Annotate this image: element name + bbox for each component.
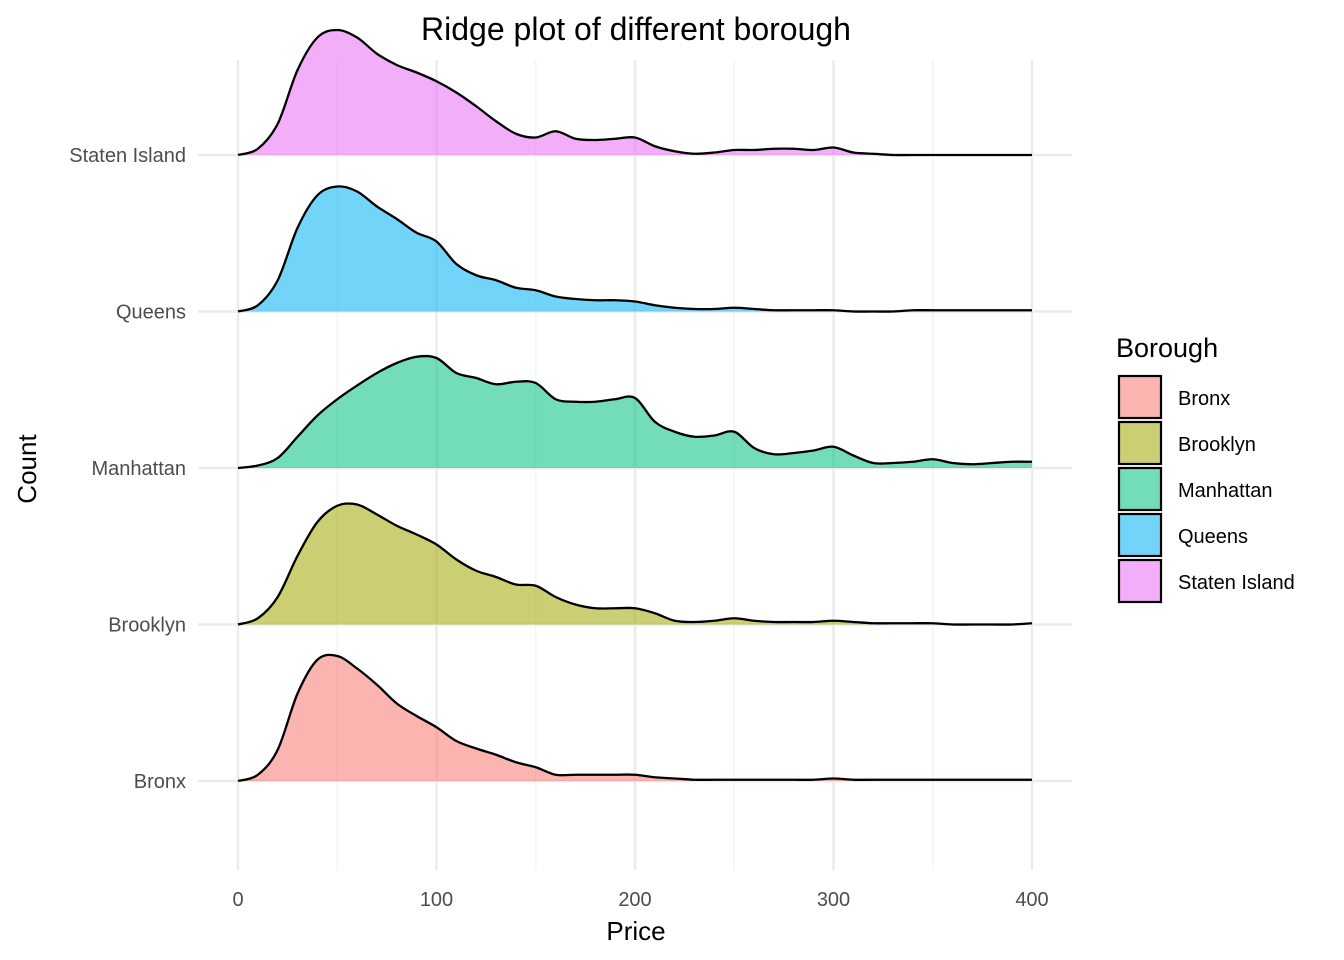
ridge-line [237,185,1032,313]
y-tick-label: Manhattan [91,458,186,480]
legend-swatch [1117,420,1163,466]
ridge-area [238,186,1032,312]
ridges [237,28,1033,783]
ridge-area [238,30,1032,156]
y-tick-labels: Bronx Brooklyn Manhattan Queens Staten Islan… [69,145,186,793]
ridge-manhattan [237,354,1033,470]
ridge-area [238,503,1032,625]
ridge-line [237,28,1032,157]
ridge-line [237,653,1032,783]
y-tick-label: Staten Island [69,145,186,167]
y-axis-title: Count [12,434,42,504]
ridge-brooklyn [237,502,1033,626]
legend-label: Brooklyn [1178,434,1256,456]
legend-item: Staten Island [1117,558,1295,604]
y-tick-label: Bronx [134,771,186,793]
x-tick-label: 300 [817,889,850,911]
legend: Borough Bronx Brooklyn Manhattan Queens Stat… [1116,333,1295,604]
y-tick-label: Brooklyn [108,615,186,637]
ridge-staten-island [237,28,1032,157]
ridge-bronx [237,653,1032,783]
chart-title: Ridge plot of different borough [421,11,851,47]
ridge-queens [237,185,1032,313]
ridge-line [237,502,1033,626]
legend-items: Bronx Brooklyn Manhattan Queens Staten Islan… [1117,374,1295,604]
x-tick-label: 100 [420,889,453,911]
legend-swatch [1117,512,1163,558]
legend-label: Manhattan [1178,480,1273,502]
y-tick-label: Queens [116,302,186,324]
legend-item: Queens [1117,512,1248,558]
legend-item: Brooklyn [1117,420,1256,466]
legend-swatch [1117,374,1163,420]
legend-item: Bronx [1117,374,1230,420]
x-tick-label: 400 [1015,889,1048,911]
legend-title: Borough [1116,333,1218,363]
legend-swatch [1117,558,1163,604]
x-tick-label: 200 [618,889,651,911]
legend-label: Staten Island [1178,572,1295,594]
legend-item: Manhattan [1117,466,1273,512]
legend-label: Bronx [1178,388,1230,410]
x-axis-title: Price [606,916,665,946]
legend-label: Queens [1178,526,1248,548]
ridge-area [238,654,1032,781]
x-tick-label: 0 [232,889,243,911]
ridge-area [238,356,1032,468]
x-tick-labels: 0 100 200 300 400 [232,889,1048,911]
ridge-line [237,354,1033,470]
legend-swatch [1117,466,1163,512]
